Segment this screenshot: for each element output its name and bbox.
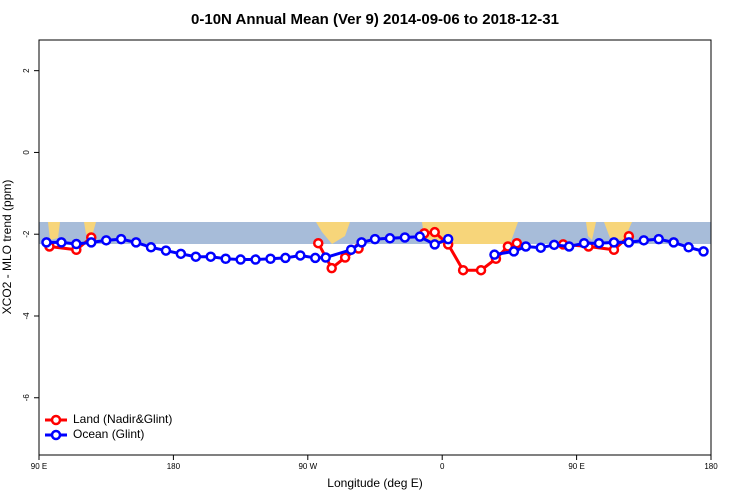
point [563,241,575,252]
point [548,239,560,251]
y-tick-label: -4 [22,312,31,320]
legend-label: Land (Nadir&Glint) [73,412,172,426]
x-tick-label: 180 [704,462,718,471]
point [41,237,52,248]
x-tick-label: 90 W [298,462,317,471]
point [160,245,172,256]
x-tick-label: 180 [167,462,181,471]
point [638,235,650,246]
point [429,239,440,250]
map-strip [39,222,711,244]
point [489,249,500,260]
point [668,237,679,248]
legend-label: Ocean (Glint) [73,427,144,441]
point [86,237,97,248]
plot-frame [38,39,712,456]
legend-marker [50,429,62,441]
legend-marker [50,414,62,426]
point [345,244,357,255]
point [535,242,547,253]
point [578,237,590,249]
y-tick-label: 0 [22,150,31,155]
y-tick-label: -2 [22,230,31,238]
point [130,237,142,248]
x-tick-label: 90 E [568,462,584,471]
y-tick-label: -6 [22,394,31,402]
x-axis-label: Longitude (deg E) [327,476,422,490]
point [369,233,381,245]
point [145,242,157,253]
point [190,251,202,262]
point [593,237,605,249]
point [295,250,306,261]
x-tick-label: 0 [440,462,445,471]
point [320,252,331,263]
point [608,237,620,248]
point [175,248,187,260]
point [653,233,664,245]
point [265,253,276,264]
point [623,237,635,248]
point [280,252,291,264]
point [313,237,324,249]
point [683,242,694,253]
point [475,264,487,276]
point [310,252,321,264]
chart-title: 0-10N Annual Mean (Ver 9) 2014-09-06 to … [191,11,559,28]
point [457,264,469,276]
point [384,233,396,244]
y-tick-label: 2 [22,68,31,73]
point [399,232,411,243]
point [326,262,337,274]
point [356,237,367,248]
point [508,246,520,257]
point [414,231,426,242]
point [71,238,82,250]
point [100,235,112,246]
point [235,254,246,265]
point [520,241,532,252]
point [250,254,261,265]
point [56,237,67,248]
point [442,233,454,245]
point [220,253,231,264]
y-axis-label: XCO2 - MLO trend (ppm) [0,180,14,315]
point [511,237,523,249]
x-tick-label: 90 E [31,462,47,471]
point [115,233,127,245]
point [698,246,709,257]
point [429,226,440,238]
point [205,251,216,262]
point [339,252,351,263]
